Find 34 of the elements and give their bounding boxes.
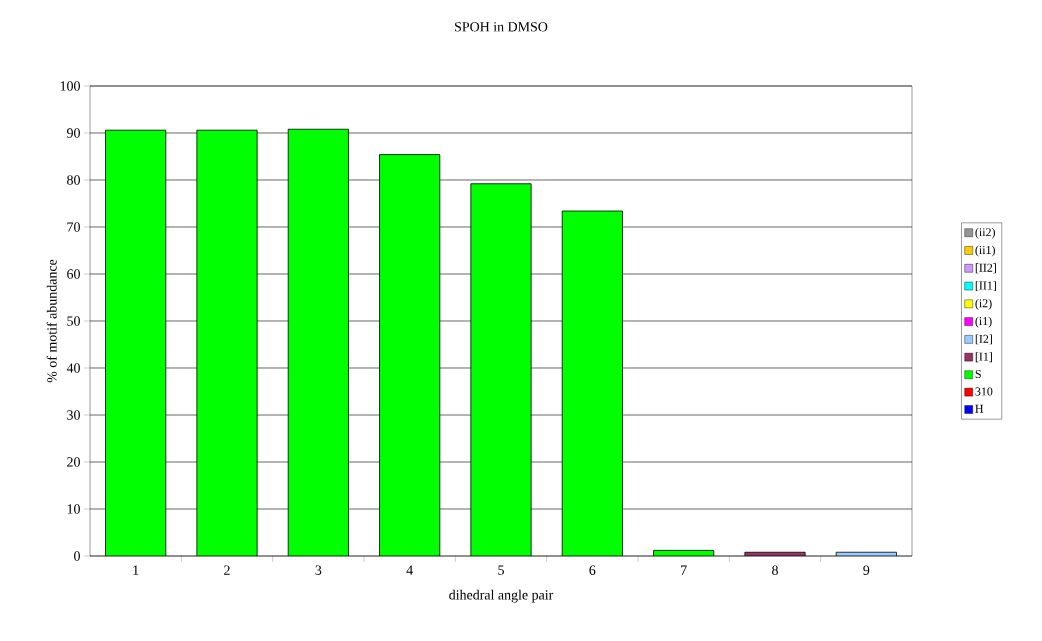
legend-label: [II2] (975, 263, 996, 274)
x-tick-label: 1 (133, 565, 139, 575)
y-tick-label: 40 (66, 363, 80, 373)
y-tick-label: 20 (67, 457, 80, 467)
y-tick-label: 50 (67, 316, 80, 326)
y-tick-label: 10 (67, 504, 80, 514)
chart-title: SPOH in DMSO (455, 22, 548, 32)
y-tick-label: 90 (66, 128, 80, 138)
x-tick-label: 3 (315, 565, 322, 575)
x-tick-label: 4 (406, 565, 413, 575)
legend-label: [II1] (975, 281, 996, 292)
legend-label: (ii2) (975, 227, 995, 239)
y-axis-title: % of motif abundance (46, 259, 57, 383)
legend-label: H (975, 404, 984, 413)
y-tick-label: 80 (67, 175, 80, 185)
y-tick-label: 0 (74, 551, 80, 561)
x-tick-label: 5 (498, 565, 504, 575)
legend-label: (i1) (975, 316, 992, 328)
x-tick-label: 7 (681, 565, 687, 575)
legend-label: [I2] (975, 334, 992, 345)
y-tick-label: 100 (60, 81, 80, 91)
y-tick-label: 70 (67, 222, 80, 232)
x-tick-label: 6 (589, 565, 596, 575)
y-tick-label: 60 (67, 269, 80, 279)
x-tick-label: 2 (224, 565, 230, 575)
legend-label: (i2) (975, 298, 992, 310)
y-tick-label: 30 (67, 410, 80, 420)
legend-label: 310 (975, 387, 993, 396)
legend-label: S (975, 370, 981, 379)
legend-label: [I1] (975, 352, 992, 363)
legend-label: (ii1) (975, 245, 995, 257)
x-tick-label: 9 (863, 565, 870, 575)
x-tick-label: 8 (772, 565, 778, 575)
x-axis-title: dihedral angle pair (449, 589, 554, 603)
